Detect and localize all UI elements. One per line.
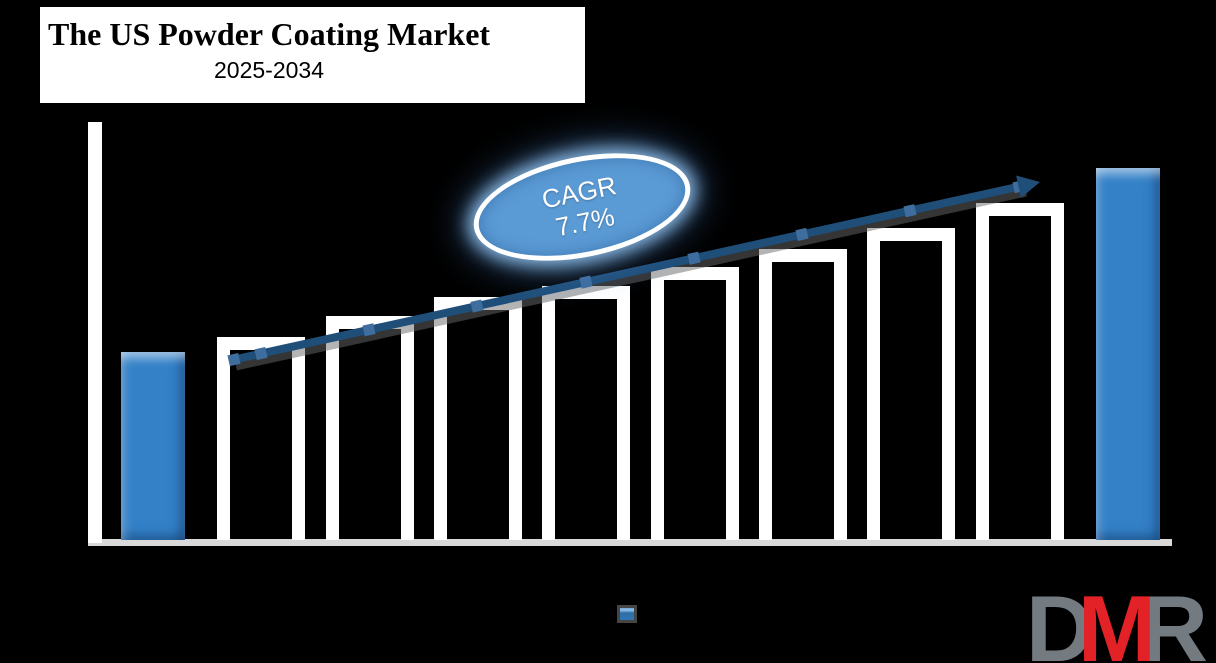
bar-2027 [326,316,414,540]
chart-subtitle: 2025-2034 [214,57,325,83]
bar-2028 [434,297,522,540]
bar-2034 [1096,168,1160,540]
bar-2025 [121,352,185,540]
y-axis [88,122,102,543]
title-card: The US Powder Coating Market 2025-2034 [40,7,585,103]
trend-marker [687,251,701,265]
logo-letter-m: M [1077,576,1157,663]
trend-marker [795,227,809,241]
chart-title: The US Powder Coating Market [48,16,491,52]
cagr-badge: CAGR 7.7% [464,136,700,278]
bar-2031 [759,249,847,540]
trend-marker [903,204,917,218]
x-axis [88,539,1172,546]
bar-2030 [651,267,739,540]
bar-2026 [217,337,305,540]
dmr-logo: D M R [1026,576,1208,663]
bar-2033 [976,203,1064,540]
trend-arrow-icon [1016,175,1040,198]
legend-marker [617,605,637,623]
trend-marker [1012,180,1026,194]
bar-2029 [542,286,630,540]
bar-2032 [867,228,955,540]
